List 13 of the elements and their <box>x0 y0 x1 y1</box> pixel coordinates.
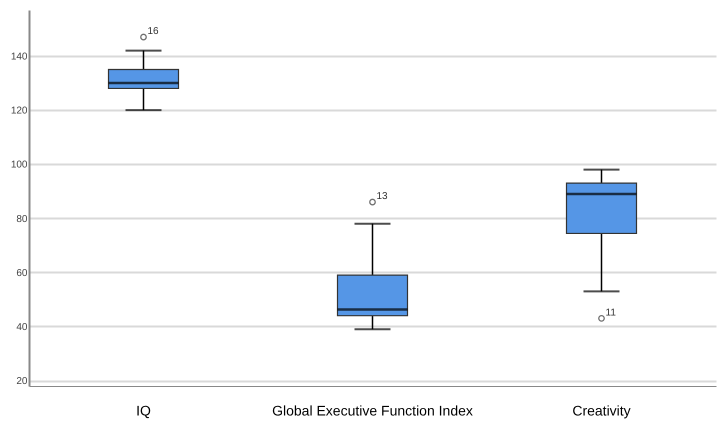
y-tick-label: 20 <box>16 376 28 388</box>
annotation: 16 <box>148 26 160 38</box>
annotation: 11 <box>606 307 616 318</box>
y-tick-label: 40 <box>16 322 28 333</box>
y-tick-label: 100 <box>10 160 28 171</box>
y-tick-label: 80 <box>16 214 28 225</box>
annotation: 13 <box>376 191 388 202</box>
y-tick-label: 140 <box>10 51 28 62</box>
y-tick-label: 60 <box>16 268 28 279</box>
x-tick-label: IQ <box>136 402 151 418</box>
y-tick-label: 120 <box>10 106 28 117</box>
x-tick-label: Creativity <box>572 402 631 418</box>
x-tick-label: Global Executive Function Index <box>272 402 473 418</box>
